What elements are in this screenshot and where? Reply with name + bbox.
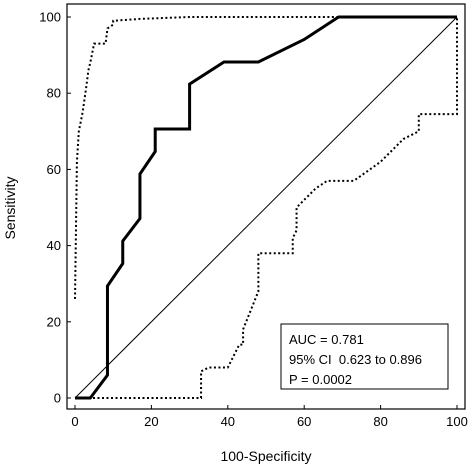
x-tick-label: 40 <box>221 414 235 429</box>
ci-lower-line <box>75 17 458 399</box>
roc-line <box>75 15 457 400</box>
x-tick-label: 20 <box>144 414 158 429</box>
x-tick-label: 80 <box>373 414 387 429</box>
y-tick-label: 20 <box>47 314 61 329</box>
y-tick-label: 80 <box>47 86 61 101</box>
plot-border <box>66 3 466 410</box>
x-axis-title: 100-Specificity <box>220 448 311 464</box>
plot-frame <box>66 3 466 410</box>
auc-annotation: AUC = 0.781 <box>289 332 364 347</box>
stats-box-frame <box>280 323 449 390</box>
reference-line <box>74 16 458 399</box>
series-layer <box>74 15 458 400</box>
y-axis-title: Sensitivity <box>2 176 18 239</box>
x-tick-label: 60 <box>297 414 311 429</box>
x-axis: 0 20 40 60 80 100 <box>71 405 468 429</box>
y-axis: 0 20 40 60 80 100 <box>39 10 71 406</box>
ci-upper-line <box>74 16 457 299</box>
y-tick-label: 100 <box>39 10 61 25</box>
p-value-annotation: P = 0.0002 <box>289 372 352 387</box>
y-tick-label: 40 <box>47 238 61 253</box>
stats-box: AUC = 0.781 95% CI 0.623 to 0.896 P = 0.… <box>280 323 449 390</box>
ci-annotation: 95% CI 0.623 to 0.896 <box>289 352 422 367</box>
x-tick-label: 100 <box>446 414 468 429</box>
x-tick-label: 0 <box>71 414 78 429</box>
y-tick-label: 60 <box>47 162 61 177</box>
y-tick-label: 0 <box>54 391 61 406</box>
